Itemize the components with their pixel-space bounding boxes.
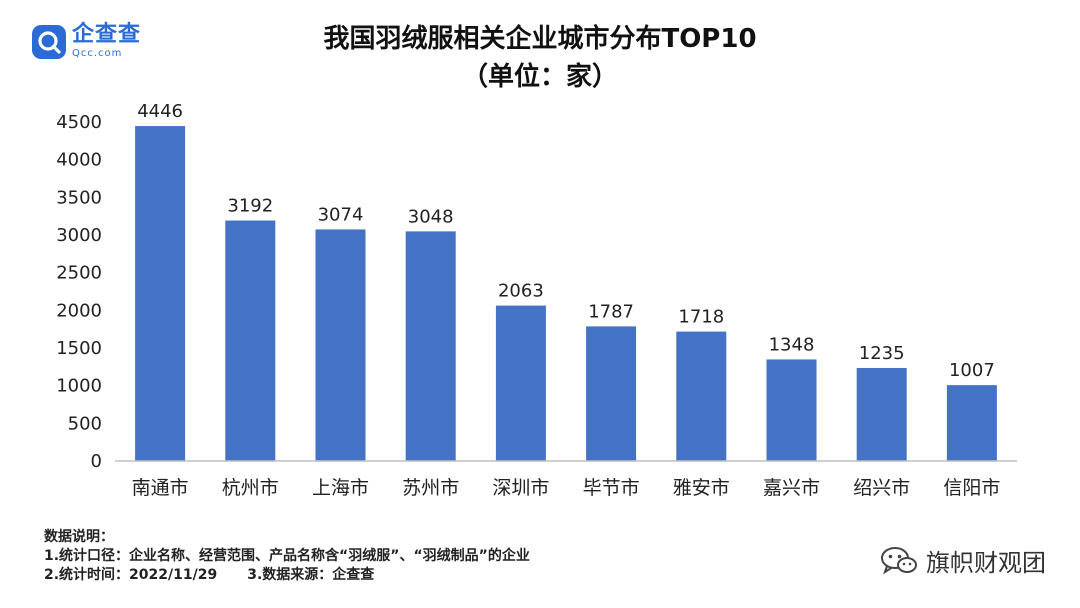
chart-title: 我国羽绒服相关企业城市分布TOP10 bbox=[323, 24, 757, 54]
data-label: 1718 bbox=[678, 307, 724, 328]
x-tick-label: 深圳市 bbox=[492, 477, 549, 499]
y-tick-label: 0 bbox=[91, 451, 102, 472]
notes-line-1: 1.统计口径：企业名称、经营范围、产品名称含“羽绒服”、“羽绒制品”的企业 bbox=[44, 548, 530, 564]
y-tick-label: 1000 bbox=[56, 376, 102, 397]
y-tick-label: 2500 bbox=[56, 263, 102, 284]
data-label: 1787 bbox=[588, 301, 634, 322]
notes-source: 3.数据来源：企查查 bbox=[247, 567, 375, 583]
data-label: 3048 bbox=[408, 206, 454, 227]
wechat-icon bbox=[881, 546, 917, 574]
data-label: 2063 bbox=[498, 281, 544, 302]
x-tick-label: 苏州市 bbox=[402, 477, 459, 499]
notes-date: 2.统计时间：2022/11/29 bbox=[44, 567, 218, 583]
data-label: 1235 bbox=[859, 343, 905, 364]
bar bbox=[586, 326, 637, 461]
x-tick-label: 杭州市 bbox=[222, 477, 279, 499]
y-tick-label: 3000 bbox=[56, 225, 102, 246]
y-tick-label: 2000 bbox=[56, 300, 102, 321]
x-tick-label: 雅安市 bbox=[673, 477, 730, 499]
chart-subtitle: （单位：家） bbox=[461, 62, 618, 92]
data-label: 4446 bbox=[137, 101, 183, 122]
bar bbox=[766, 359, 817, 461]
qcc-logo-icon bbox=[32, 24, 66, 59]
y-tick-label: 4000 bbox=[56, 150, 102, 171]
watermark-text: 旗帜财观团 bbox=[926, 549, 1046, 577]
x-tick-label: 绍兴市 bbox=[853, 477, 910, 499]
notes-heading: 数据说明： bbox=[44, 529, 114, 545]
y-tick-label: 500 bbox=[68, 413, 102, 434]
x-tick-label: 上海市 bbox=[312, 477, 369, 499]
x-tick-label: 南通市 bbox=[132, 477, 189, 499]
data-label: 1348 bbox=[769, 334, 815, 355]
x-tick-label: 嘉兴市 bbox=[763, 477, 820, 499]
notes-line-2: 2.统计时间：2022/11/29 3.数据来源：企查查 bbox=[44, 566, 530, 585]
bar bbox=[856, 367, 907, 461]
logo-domain: Qcc.com bbox=[72, 48, 123, 59]
bar bbox=[135, 126, 186, 462]
data-notes: 数据说明： 1.统计口径：企业名称、经营范围、产品名称含“羽绒服”、“羽绒制品”… bbox=[44, 528, 530, 585]
y-tick-label: 1500 bbox=[56, 338, 102, 359]
bar-chart: 0 500 1000 1500 2000 2500 3000 3500 4000 4500 4446… bbox=[56, 101, 1017, 499]
bar bbox=[225, 220, 276, 461]
bar bbox=[495, 305, 546, 461]
data-label: 1007 bbox=[949, 360, 995, 381]
y-tick-label: 3500 bbox=[56, 187, 102, 208]
data-label: 3192 bbox=[227, 196, 273, 217]
qcc-logo: 企查查 Qcc.com bbox=[32, 24, 141, 59]
logo-name: 企查查 bbox=[72, 22, 142, 47]
bar bbox=[405, 231, 456, 461]
data-label: 3074 bbox=[318, 204, 364, 225]
bar bbox=[315, 229, 366, 461]
x-tick-label: 信阳市 bbox=[943, 477, 1000, 499]
bar bbox=[946, 385, 997, 461]
x-tick-label: 毕节市 bbox=[583, 477, 640, 499]
watermark: 旗帜财观团 bbox=[880, 543, 1046, 578]
y-tick-label: 4500 bbox=[56, 112, 102, 133]
bar bbox=[676, 331, 727, 461]
